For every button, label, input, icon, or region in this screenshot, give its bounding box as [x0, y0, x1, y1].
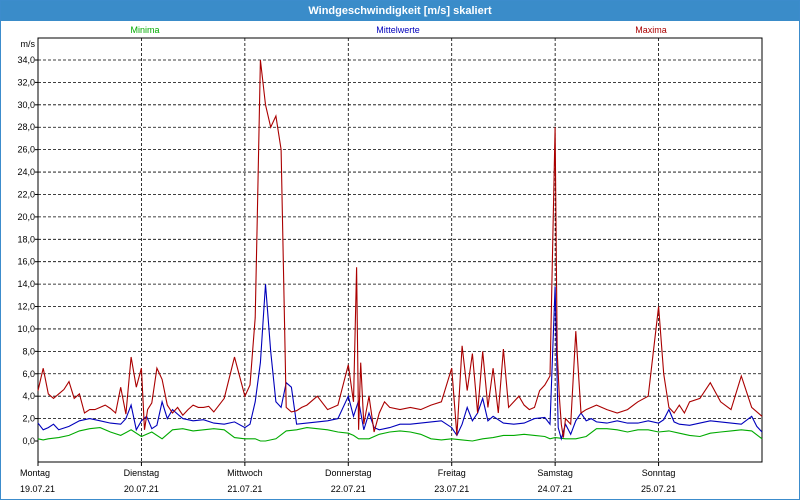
x-tick-label-day: Mittwoch	[227, 468, 263, 478]
x-tick-label-day: Sonntag	[642, 468, 676, 478]
y-tick-label: 28,0	[17, 122, 35, 132]
series-line-mittelwerte	[37, 284, 763, 441]
series-line-maxima	[37, 59, 763, 438]
series-lines	[37, 59, 763, 442]
y-tick-label: 0,0	[22, 436, 35, 446]
x-tick-label-date: 21.07.21	[227, 484, 262, 494]
x-tick-label-date: 19.07.21	[20, 484, 55, 494]
y-axis-label: m/s	[21, 39, 36, 49]
x-tick-label-day: Montag	[20, 468, 50, 478]
y-tick-label: 34,0	[17, 55, 35, 65]
x-tick-label-date: 22.07.21	[331, 484, 366, 494]
y-tick-label: 14,0	[17, 279, 35, 289]
window-title: Windgeschwindigkeit [m/s] skaliert	[1, 1, 799, 21]
x-tick-label-day: Samstag	[537, 468, 573, 478]
y-tick-label: 26,0	[17, 145, 35, 155]
y-tick-label: 20,0	[17, 212, 35, 222]
y-axis: 0,0 2,0 4,0 6,0 8,0 10,0 12,0 14,0 16,0 18,0 20,0 2…	[17, 39, 38, 446]
legend-entry-maxima: Maxima	[635, 25, 667, 35]
x-tick-label-day: Freitag	[438, 468, 466, 478]
y-tick-label: 6,0	[22, 369, 35, 379]
x-tick-label-day: Donnerstag	[325, 468, 372, 478]
y-tick-label: 12,0	[17, 302, 35, 312]
x-axis: Montag 19.07.21 Dienstag 20.07.21 Mittwoch 21…	[20, 462, 676, 494]
x-tick-label-day: Dienstag	[124, 468, 160, 478]
y-tick-label: 8,0	[22, 346, 35, 356]
x-tick-label-date: 23.07.21	[434, 484, 469, 494]
legend-entry-minima: Minima	[130, 25, 159, 35]
y-tick-label: 18,0	[17, 234, 35, 244]
y-tick-label: 16,0	[17, 257, 35, 267]
y-tick-label: 24,0	[17, 167, 35, 177]
y-tick-label: 4,0	[22, 391, 35, 401]
y-tick-label: 2,0	[22, 414, 35, 424]
x-tick-label-date: 20.07.21	[124, 484, 159, 494]
grid-lines	[38, 38, 762, 462]
y-tick-label: 10,0	[17, 324, 35, 334]
series-line-minima	[37, 427, 763, 442]
y-tick-label: 30,0	[17, 100, 35, 110]
legend-entry-mittelwerte: Mittelwerte	[376, 25, 420, 35]
legend: Minima Mittelwerte Maxima	[130, 25, 666, 35]
x-tick-label-date: 25.07.21	[641, 484, 676, 494]
y-tick-label: 32,0	[17, 77, 35, 87]
plot-frame	[37, 37, 763, 463]
y-tick-label: 22,0	[17, 189, 35, 199]
x-tick-label-date: 24.07.21	[538, 484, 573, 494]
